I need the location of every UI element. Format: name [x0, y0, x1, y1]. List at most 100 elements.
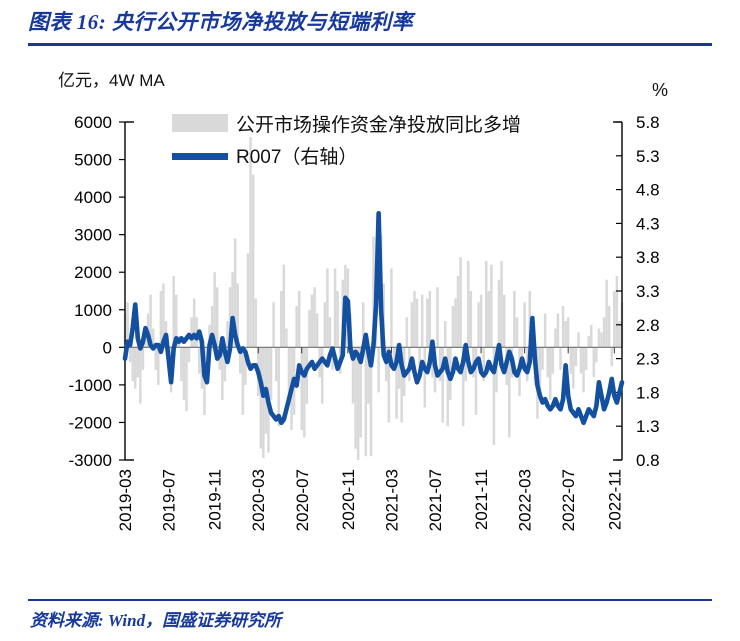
net-injection-bar	[259, 347, 263, 449]
net-injection-bar	[559, 347, 562, 370]
net-injection-bar	[223, 347, 227, 382]
right-axis-tick-label: 3.8	[636, 248, 660, 267]
net-injection-bar	[523, 302, 526, 348]
net-injection-bar	[410, 302, 414, 348]
net-injection-bar	[467, 260, 470, 348]
bar-series-label: 公开市场操作资金净投放同比多增	[236, 114, 522, 136]
net-injection-bar	[459, 257, 462, 348]
net-injection-bar	[231, 272, 234, 348]
net-injection-bar	[236, 283, 239, 348]
left-axis-unit-label: 亿元，4W MA	[58, 71, 165, 90]
right-axis-tick-label: 5.8	[636, 113, 660, 132]
net-injection-bar	[295, 306, 298, 348]
net-injection-bar	[551, 347, 555, 374]
net-injection-bar	[162, 283, 165, 348]
net-injection-bar	[474, 347, 478, 415]
net-injection-bar	[359, 347, 362, 438]
net-injection-bar	[367, 347, 370, 404]
net-injection-bar	[126, 302, 129, 348]
net-injection-bar	[297, 291, 301, 348]
net-injection-bar	[141, 347, 145, 370]
net-injection-bar	[602, 317, 606, 348]
net-injection-bar	[618, 321, 621, 348]
x-axis-label: 2022-03	[516, 469, 535, 531]
net-injection-bar	[251, 174, 255, 348]
title-divider	[28, 43, 712, 46]
net-injection-bar	[336, 291, 339, 348]
net-injection-bar	[313, 287, 316, 348]
net-injection-bar	[131, 347, 134, 382]
x-axis-label: 2021-07	[426, 469, 445, 531]
x-axis-label: 2020-03	[249, 469, 268, 531]
x-axis-label: 2020-07	[293, 469, 312, 531]
net-injection-bar	[300, 347, 304, 430]
net-injection-bar	[556, 313, 560, 348]
left-axis-tick-label: -3000	[69, 451, 112, 470]
net-injection-bar	[192, 298, 196, 348]
net-injection-bar	[574, 347, 578, 367]
net-injection-bar	[464, 347, 467, 382]
net-injection-bar	[310, 294, 314, 348]
net-injection-bar	[128, 347, 132, 363]
net-injection-bar	[333, 268, 337, 348]
right-axis-tick-label: 3.3	[636, 282, 660, 301]
net-injection-bar	[269, 347, 273, 400]
net-injection-bar	[597, 328, 601, 348]
net-injection-bar	[456, 275, 460, 348]
net-injection-bar	[497, 279, 501, 348]
net-injection-bar	[149, 294, 152, 348]
right-axis-tick-label: 1.8	[636, 383, 660, 402]
net-injection-bar	[487, 291, 491, 348]
net-injection-bar	[428, 291, 432, 348]
net-injection-bar	[492, 347, 496, 445]
net-injection-bar	[134, 347, 137, 389]
net-injection-bar	[607, 306, 611, 348]
right-axis-tick-label: 5.3	[636, 147, 660, 166]
net-injection-bar	[382, 283, 385, 348]
net-injection-bar	[198, 347, 201, 374]
x-axis-label: 2020-11	[339, 469, 358, 530]
net-injection-bar	[321, 347, 324, 404]
net-injection-bar	[566, 317, 570, 348]
net-injection-bar	[277, 347, 280, 427]
net-injection-bar	[151, 328, 155, 348]
net-injection-bar	[538, 347, 542, 393]
bars-layer	[123, 137, 624, 460]
net-injection-bar	[502, 294, 506, 348]
net-injection-bar	[610, 347, 613, 367]
net-injection-bar	[513, 291, 516, 348]
right-axis-tick-label: 1.3	[636, 417, 660, 436]
net-injection-bar	[272, 302, 275, 348]
legend-item-net-injection: 公开市场操作资金净投放同比多增	[172, 112, 522, 136]
net-injection-bar	[303, 347, 306, 438]
net-injection-bar	[418, 347, 421, 374]
net-injection-bar	[280, 291, 283, 348]
net-injection-bar	[577, 332, 580, 348]
net-injection-bar	[187, 347, 191, 363]
net-injection-bar	[287, 347, 291, 397]
left-axis-tick-label: 0	[103, 338, 112, 357]
net-injection-bar	[213, 272, 216, 348]
net-injection-bar	[397, 347, 401, 389]
right-axis-tick-label: 4.8	[636, 181, 660, 200]
left-axis-tick-label: 3000	[74, 226, 112, 245]
net-injection-bar	[182, 347, 186, 400]
net-injection-bar	[405, 317, 409, 348]
net-injection-bar	[157, 347, 160, 385]
net-injection-bar	[326, 268, 329, 348]
net-injection-bar	[244, 347, 247, 385]
left-axis-tick-label: 5000	[74, 151, 112, 170]
left-axis-tick-label: 1000	[74, 301, 112, 320]
net-injection-bar	[285, 328, 288, 348]
net-injection-bar	[362, 302, 365, 348]
net-injection-bar	[541, 347, 544, 370]
net-injection-bar	[180, 347, 183, 382]
left-axis-tick-label: 2000	[74, 263, 112, 282]
net-injection-bar	[461, 347, 465, 427]
net-injection-bar	[331, 347, 334, 370]
right-axis-tick-label: 2.8	[636, 316, 660, 335]
net-injection-bar	[395, 347, 398, 419]
net-injection-bar	[423, 347, 426, 408]
net-injection-bar	[354, 347, 357, 449]
bar-series-swatch	[172, 114, 228, 132]
